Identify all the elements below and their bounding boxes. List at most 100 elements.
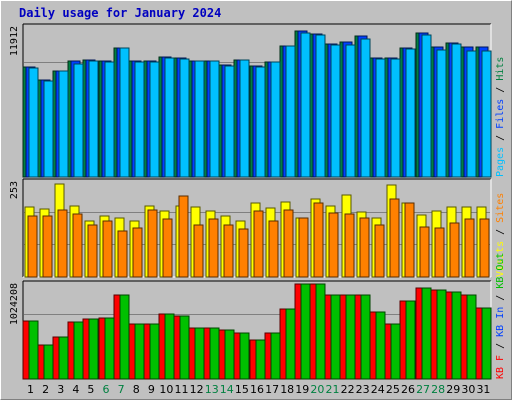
x-tick-label-day-14: 14 <box>220 383 234 396</box>
legend-separator: / <box>495 289 506 307</box>
bar-pages-day-31 <box>481 50 492 178</box>
bar-kb-out-day-14 <box>224 329 235 380</box>
bar-pages-day-19 <box>300 32 311 178</box>
bar-pages-day-13 <box>209 60 220 178</box>
x-tick-label-day-26: 26 <box>401 383 415 396</box>
bar-pages-day-24 <box>375 58 386 178</box>
bar-pages-day-27 <box>421 34 432 178</box>
bar-sites-day-11 <box>178 195 189 278</box>
bar-sites-day-5 <box>87 224 98 278</box>
x-tick-label-day-19: 19 <box>295 383 309 396</box>
x-tick-label-day-23: 23 <box>356 383 370 396</box>
bar-pages-day-5 <box>88 60 99 178</box>
bar-kb-out-day-5 <box>88 318 99 380</box>
x-tick-label-day-15: 15 <box>235 383 249 396</box>
bar-kb-out-day-4 <box>73 321 84 380</box>
bar-kb-out-day-24 <box>375 311 386 380</box>
bar-pages-day-8 <box>134 61 145 178</box>
bar-sites-day-19 <box>298 217 309 278</box>
bar-kb-out-day-17 <box>270 332 281 380</box>
legend-item-visits: Visits <box>495 241 506 277</box>
bar-sites-day-8 <box>132 227 143 278</box>
bar-pages-day-11 <box>179 58 190 178</box>
bar-sites-day-7 <box>117 230 128 278</box>
bar-kb-out-day-10 <box>164 313 175 380</box>
bar-kb-out-day-2 <box>43 344 54 380</box>
x-tick-label-day-21: 21 <box>325 383 339 396</box>
x-tick-label-day-22: 22 <box>341 383 355 396</box>
bar-pages-day-18 <box>285 45 296 178</box>
bar-sites-day-17 <box>268 220 279 278</box>
bar-pages-day-4 <box>73 63 84 178</box>
bar-sites-day-22 <box>344 213 355 278</box>
bar-sites-day-9 <box>147 209 158 278</box>
x-tick-label-day-24: 24 <box>371 383 385 396</box>
y-axis-max-label: 1024208 <box>9 283 20 325</box>
x-tick-label-day-29: 29 <box>446 383 460 396</box>
x-tick-label-day-7: 7 <box>118 383 125 396</box>
x-tick-label-day-13: 13 <box>205 383 219 396</box>
legend-item-kb-out: KB Out <box>495 253 506 289</box>
bar-sites-day-15 <box>238 228 249 278</box>
bar-sites-day-16 <box>253 210 264 278</box>
bar-sites-day-6 <box>102 220 113 278</box>
bar-sites-day-25 <box>389 198 400 278</box>
bar-pages-day-7 <box>119 47 130 178</box>
x-tick-label-day-4: 4 <box>72 383 79 396</box>
bar-sites-day-20 <box>313 202 324 278</box>
bar-pages-day-20 <box>315 34 326 178</box>
x-tick-label-day-30: 30 <box>461 383 475 396</box>
bar-kb-out-day-21 <box>330 294 341 380</box>
bar-pages-day-28 <box>436 49 447 178</box>
x-tick-label-day-11: 11 <box>175 383 189 396</box>
legend-separator: / <box>495 337 506 355</box>
bar-sites-day-24 <box>374 224 385 278</box>
legend-item-hits: Hits <box>495 57 506 81</box>
bar-sites-day-1 <box>27 215 38 278</box>
x-tick-label-day-2: 2 <box>42 383 49 396</box>
bar-pages-day-12 <box>194 60 205 178</box>
bar-kb-out-day-19 <box>300 283 311 380</box>
bar-kb-out-day-29 <box>451 291 462 380</box>
bar-pages-day-29 <box>451 43 462 178</box>
x-tick-label-day-6: 6 <box>103 383 110 396</box>
bar-sites-day-12 <box>193 224 204 278</box>
legend-item-sites: Sites <box>495 193 506 223</box>
bar-sites-day-28 <box>434 227 445 278</box>
bar-sites-day-23 <box>359 217 370 278</box>
bar-sites-day-30 <box>464 218 475 278</box>
bar-kb-out-day-13 <box>209 327 220 380</box>
x-tick-label-day-10: 10 <box>159 383 173 396</box>
bar-kb-out-day-18 <box>285 308 296 380</box>
x-tick-label-day-5: 5 <box>87 383 94 396</box>
bar-pages-day-6 <box>104 61 115 178</box>
bar-kb-out-day-22 <box>345 294 356 380</box>
x-tick-label-day-12: 12 <box>190 383 204 396</box>
bar-kb-out-day-26 <box>405 300 416 380</box>
bar-sites-day-2 <box>42 215 53 278</box>
bar-sites-day-3 <box>57 209 68 278</box>
bar-kb-out-day-15 <box>239 332 250 380</box>
bar-pages-day-23 <box>360 38 371 178</box>
bar-sites-day-31 <box>479 218 490 278</box>
x-tick-label-day-17: 17 <box>265 383 279 396</box>
bar-sites-day-10 <box>162 218 173 278</box>
bar-kb-out-day-20 <box>315 283 326 380</box>
bar-sites-day-13 <box>208 218 219 278</box>
bar-kb-out-day-16 <box>255 339 266 380</box>
bar-kb-out-day-1 <box>28 320 39 380</box>
bar-pages-day-25 <box>390 58 401 178</box>
bar-pages-day-14 <box>224 65 235 178</box>
legend-separator: / <box>495 81 506 99</box>
bar-pages-day-9 <box>149 61 160 178</box>
legend-item-files: Files <box>495 99 506 129</box>
bar-pages-day-30 <box>466 50 477 178</box>
legend-kbf-kbin-kbout: KB F / KB In / KB Out <box>495 253 506 379</box>
bar-kb-out-day-31 <box>481 307 492 380</box>
legend-item-kb-in: KB In <box>495 307 506 337</box>
bar-pages-day-1 <box>28 67 39 178</box>
legend-separator: / <box>495 129 506 147</box>
legend-separator: / <box>495 223 506 241</box>
bar-sites-day-26 <box>404 202 415 278</box>
x-tick-label-day-3: 3 <box>57 383 64 396</box>
